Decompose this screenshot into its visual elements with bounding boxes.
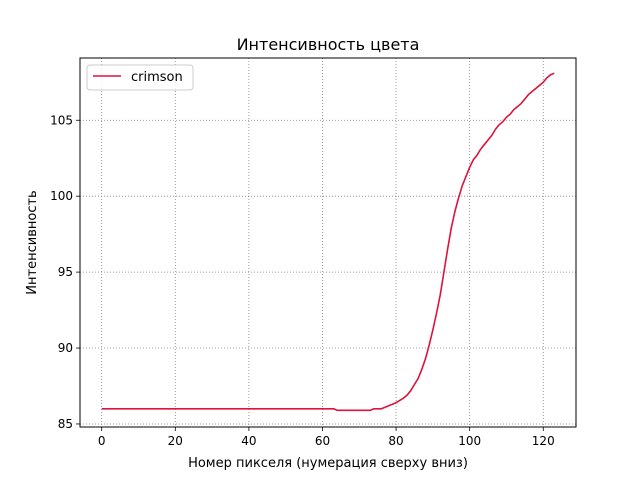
x-tick-label: 20 — [168, 434, 183, 448]
x-tick-label: 100 — [458, 434, 481, 448]
y-tick-label: 95 — [58, 265, 73, 279]
y-tick-label: 90 — [58, 341, 73, 355]
y-tick-label: 100 — [50, 189, 73, 203]
x-tick-label: 40 — [241, 434, 256, 448]
x-tick-label: 80 — [388, 434, 403, 448]
axes-frame — [79, 57, 577, 428]
y-tick-label: 85 — [58, 417, 73, 431]
series-line-crimson — [101, 72, 555, 412]
x-tick-label: 0 — [98, 434, 106, 448]
legend-label: crimson — [131, 70, 183, 85]
legend: crimson — [86, 64, 194, 91]
chart-title: Интенсивность цвета — [237, 35, 420, 54]
legend-box — [86, 64, 194, 91]
series-layer — [101, 72, 555, 412]
y-tick-label: 105 — [50, 113, 73, 127]
x-axis-label: Номер пикселя (нумерация сверху вниз) — [188, 456, 468, 471]
tick-layer: 0 20 40 60 80 100 120 85 90 95 100 105 — [50, 113, 555, 448]
x-tick-label: 60 — [315, 434, 330, 448]
y-axis-label: Интенсивность — [25, 190, 40, 294]
x-tick-label: 120 — [532, 434, 555, 448]
